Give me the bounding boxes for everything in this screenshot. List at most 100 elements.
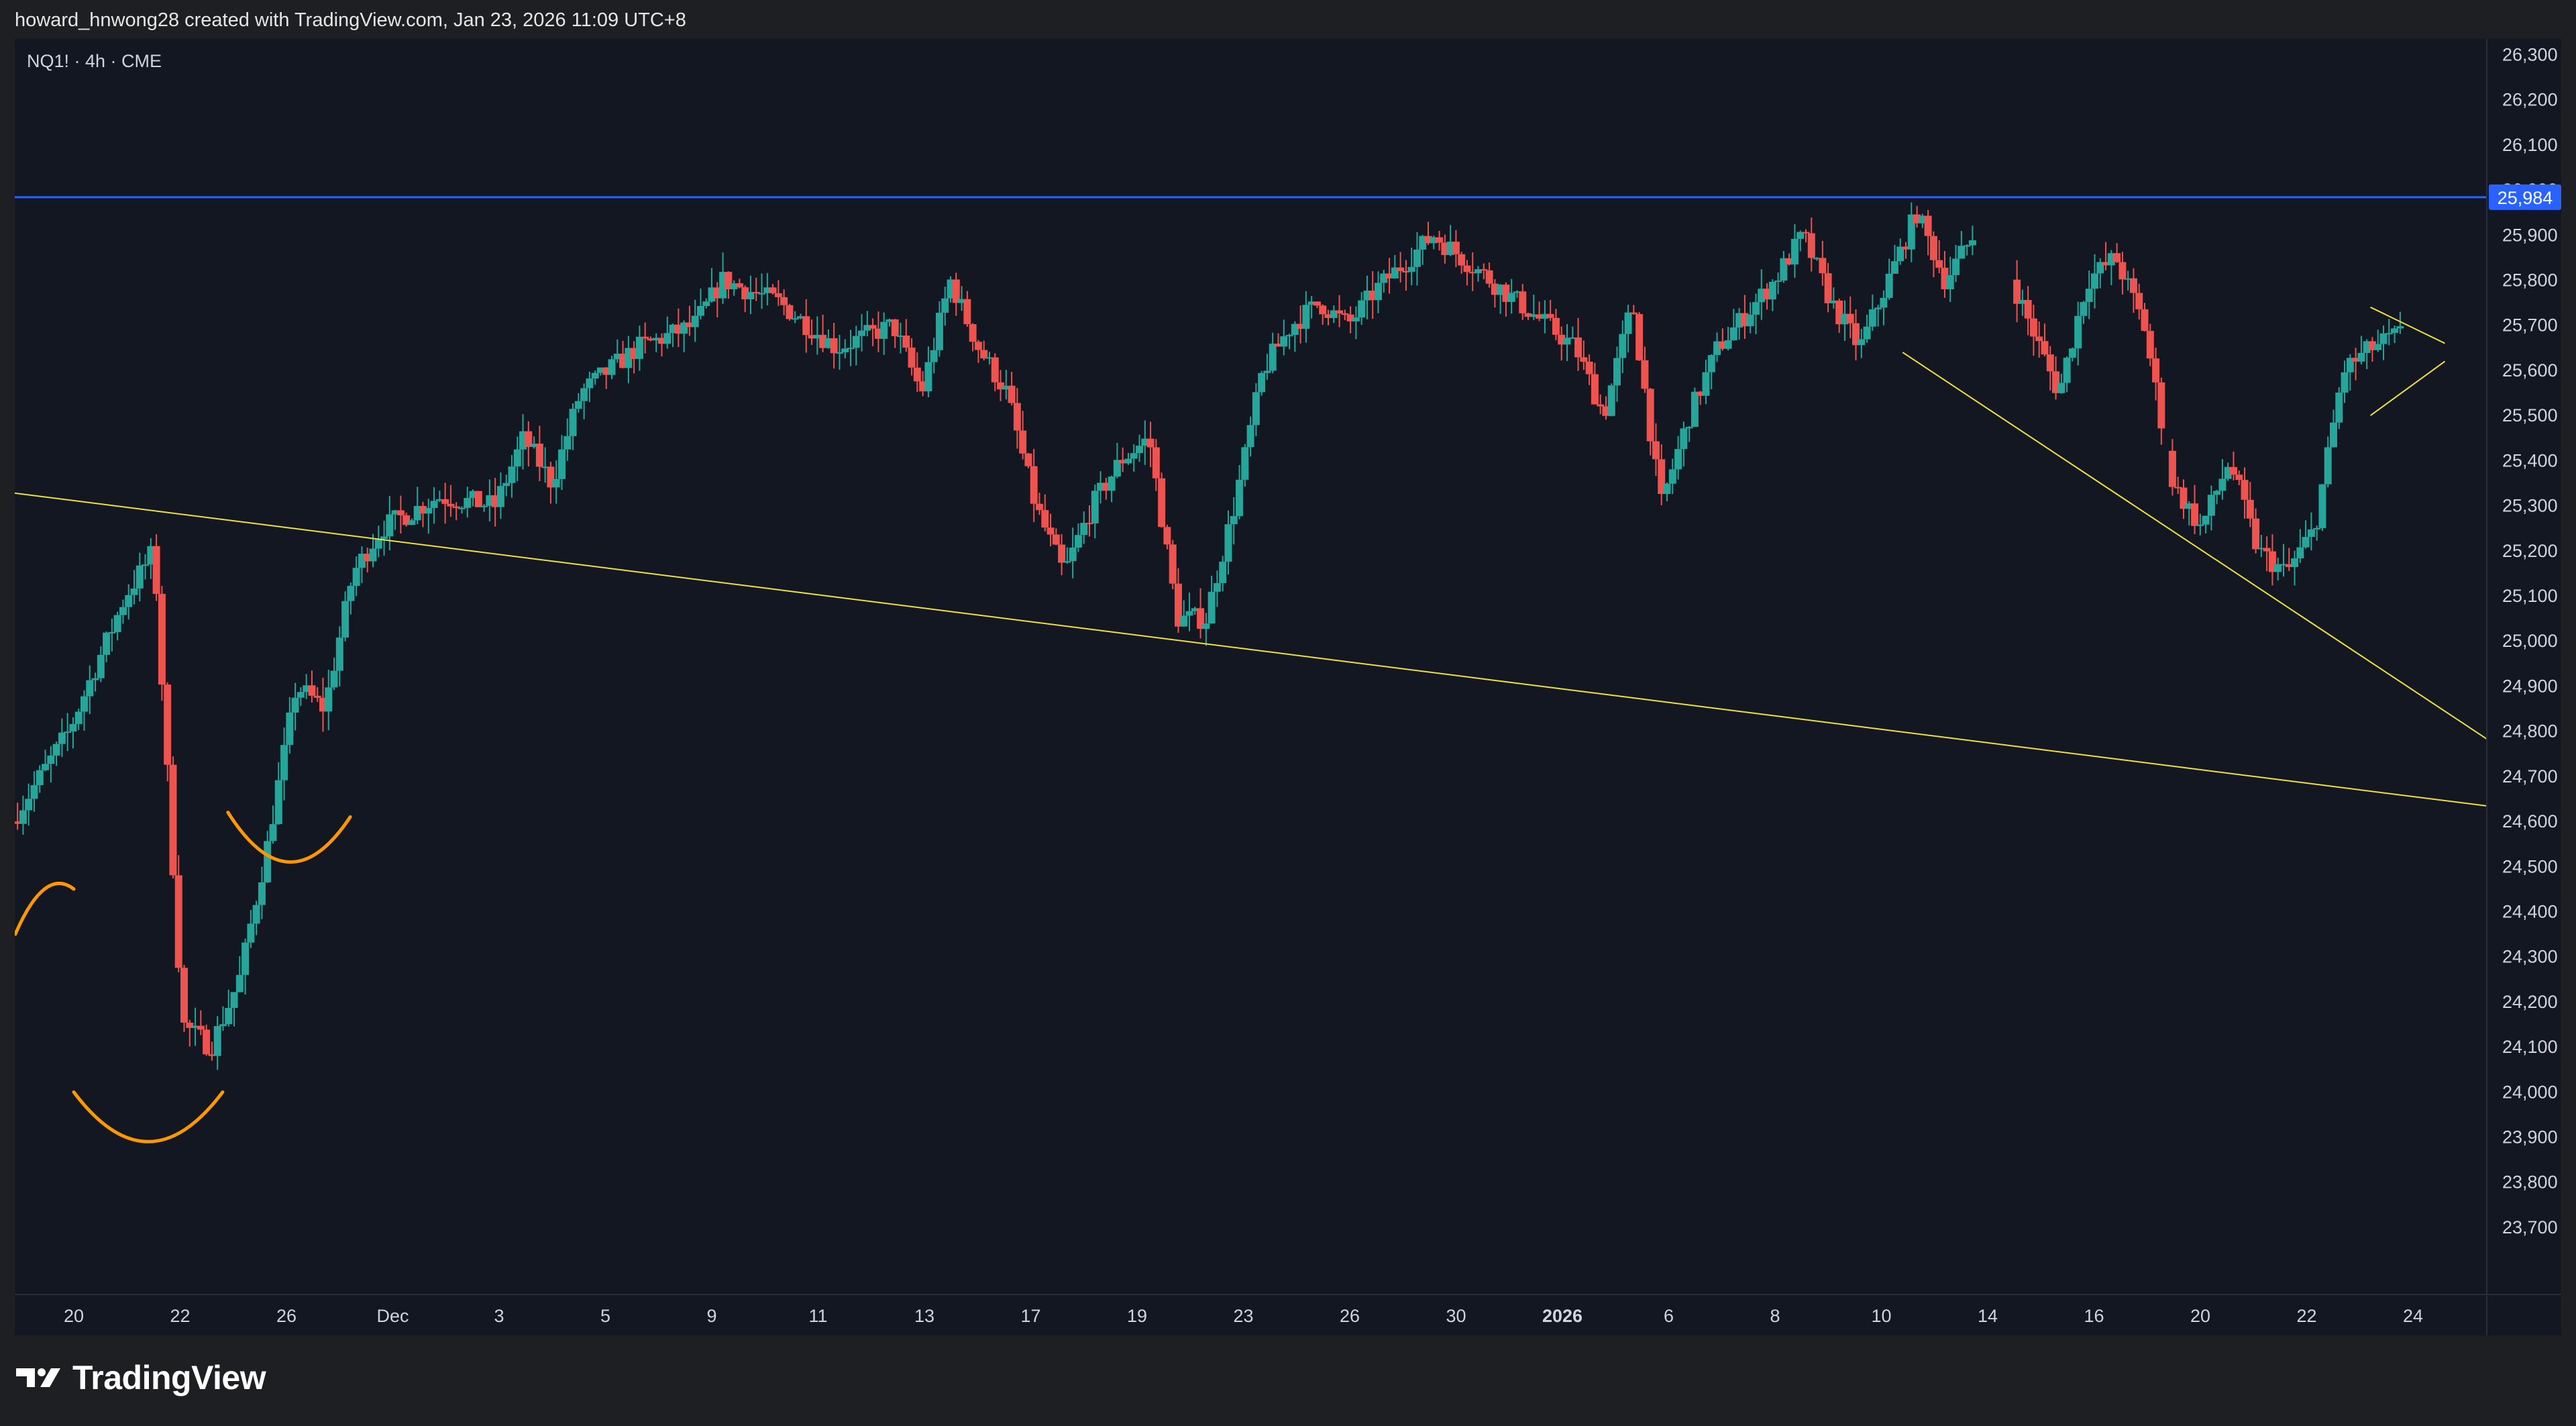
candle[interactable] — [130, 570, 138, 605]
candle[interactable] — [1085, 505, 1093, 537]
candle[interactable] — [1685, 425, 1693, 442]
candle[interactable] — [1274, 333, 1282, 347]
candle[interactable] — [208, 1041, 216, 1061]
candle[interactable] — [541, 447, 549, 483]
candle[interactable] — [269, 805, 277, 844]
candle[interactable] — [2379, 325, 2387, 360]
candle[interactable] — [991, 353, 999, 392]
candle[interactable] — [774, 280, 782, 306]
candle[interactable] — [1174, 568, 1182, 633]
candle[interactable] — [1868, 294, 1876, 331]
candle[interactable] — [847, 329, 855, 366]
candle[interactable] — [235, 956, 244, 993]
candle[interactable] — [47, 746, 55, 783]
candle[interactable] — [469, 489, 477, 507]
candle[interactable] — [1802, 229, 1810, 243]
candle[interactable] — [2080, 301, 2088, 324]
candle[interactable] — [1819, 240, 1827, 286]
candle[interactable] — [2196, 513, 2204, 536]
candle[interactable] — [1729, 309, 1737, 341]
candle[interactable] — [863, 311, 871, 337]
candle[interactable] — [852, 325, 860, 366]
candle[interactable] — [1646, 388, 1654, 456]
candle[interactable] — [2374, 329, 2382, 352]
candle[interactable] — [2335, 387, 2343, 429]
candle[interactable] — [1524, 312, 1532, 320]
candle[interactable] — [2330, 409, 2338, 448]
candle[interactable] — [1474, 266, 1483, 282]
candle[interactable] — [1624, 304, 1632, 353]
candle[interactable] — [1391, 255, 1399, 279]
candle[interactable] — [1702, 360, 1710, 405]
candle[interactable] — [1452, 230, 1460, 267]
candle[interactable] — [2246, 482, 2254, 527]
candle[interactable] — [913, 352, 921, 392]
candle[interactable] — [1541, 300, 1549, 334]
candle[interactable] — [897, 323, 905, 354]
candle[interactable] — [1197, 588, 1205, 639]
candle[interactable] — [1236, 465, 1244, 519]
candle[interactable] — [1629, 305, 1638, 315]
candle[interactable] — [1074, 523, 1082, 552]
candle[interactable] — [2346, 354, 2354, 391]
candle[interactable] — [796, 313, 804, 319]
candle[interactable] — [2396, 311, 2404, 334]
candle[interactable] — [902, 319, 910, 352]
candle[interactable] — [1652, 423, 1660, 476]
candle[interactable] — [513, 436, 521, 482]
candle[interactable] — [303, 674, 311, 699]
candle[interactable] — [1241, 444, 1249, 487]
candle[interactable] — [313, 686, 321, 702]
candle[interactable] — [1230, 497, 1238, 545]
candle[interactable] — [1529, 295, 1538, 320]
candle[interactable] — [1108, 475, 1116, 503]
candle[interactable] — [1063, 547, 1071, 564]
candle[interactable] — [435, 491, 443, 503]
candle[interactable] — [1041, 494, 1049, 531]
candle[interactable] — [291, 682, 299, 731]
candle[interactable] — [425, 499, 433, 534]
candle[interactable] — [2318, 484, 2326, 531]
candle[interactable] — [352, 556, 360, 597]
candle[interactable] — [669, 323, 677, 348]
candle[interactable] — [652, 333, 660, 352]
candle[interactable] — [1346, 306, 1354, 334]
candle[interactable] — [580, 383, 588, 419]
chart-frame[interactable]: NQ1! · 4h · CME 26,30026,20026,10026,000… — [15, 39, 2561, 1335]
candle[interactable] — [752, 277, 760, 301]
candle[interactable] — [86, 665, 94, 715]
trendline[interactable] — [1902, 352, 2486, 749]
candle[interactable] — [241, 938, 250, 995]
candle[interactable] — [1302, 291, 1310, 343]
candle[interactable] — [1385, 258, 1393, 294]
candle[interactable] — [374, 525, 382, 558]
candle[interactable] — [2085, 270, 2093, 319]
candle[interactable] — [841, 339, 849, 358]
candle[interactable] — [1463, 260, 1471, 286]
candle[interactable] — [2191, 485, 2199, 535]
candle[interactable] — [1790, 223, 1799, 278]
candle[interactable] — [1219, 556, 1227, 592]
candle[interactable] — [1552, 309, 1560, 341]
candle[interactable] — [1913, 205, 1921, 228]
candle[interactable] — [396, 495, 405, 534]
candle[interactable] — [1963, 244, 1971, 256]
candle[interactable] — [758, 273, 766, 309]
candle[interactable] — [1663, 482, 1671, 501]
candle[interactable] — [602, 366, 610, 389]
candle[interactable] — [1668, 458, 1676, 495]
candle[interactable] — [1746, 302, 1754, 334]
candle[interactable] — [1563, 323, 1571, 361]
candle[interactable] — [2324, 436, 2332, 488]
candle[interactable] — [58, 718, 66, 758]
candle[interactable] — [686, 305, 694, 336]
candle[interactable] — [203, 1024, 211, 1056]
candle[interactable] — [1835, 298, 1843, 334]
candle[interactable] — [441, 482, 449, 524]
candle[interactable] — [1336, 295, 1344, 327]
candle[interactable] — [2152, 347, 2160, 401]
candle[interactable] — [1946, 256, 1954, 303]
candle[interactable] — [1030, 448, 1038, 522]
candle[interactable] — [819, 314, 827, 352]
candle[interactable] — [191, 1007, 199, 1046]
